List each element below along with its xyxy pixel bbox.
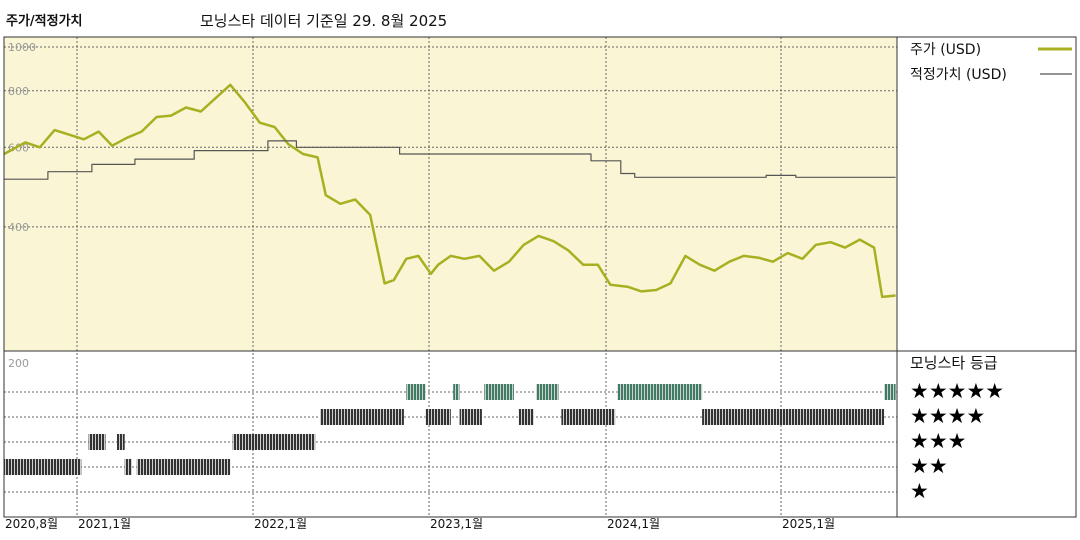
rating-bar-3-star xyxy=(117,434,125,450)
chart-frame xyxy=(3,36,1077,518)
rating-legend: 모닝스타 등급★★★★★★★★★★★★★★★ xyxy=(910,354,1004,503)
rating-bar-5-star xyxy=(484,384,514,400)
rating-bar-2-star xyxy=(4,459,82,475)
rating-bar-2-star xyxy=(124,459,132,475)
rating-bar-4-star xyxy=(702,409,885,425)
rating-bar-5-star xyxy=(884,384,896,400)
rating-bar-4-star xyxy=(425,409,451,425)
rating-bar-5-star xyxy=(617,384,703,400)
chart-title: 주가/적정가치 xyxy=(6,14,83,29)
y-tick-label: 400 xyxy=(8,221,29,234)
rating-bar-4-star xyxy=(320,409,404,425)
rating-level-stars: ★★★★ xyxy=(910,404,985,428)
rating-bar-4-star xyxy=(518,409,534,425)
y-tick-label: 200 xyxy=(8,357,29,370)
legend: 주가 (USD) 적정가치 (USD) xyxy=(910,42,1072,83)
fair-value-line xyxy=(4,140,896,180)
rating-bar-3-star xyxy=(88,434,106,450)
rating-title: 모닝스타 등급 xyxy=(910,354,998,372)
rating-level-stars: ★ xyxy=(910,479,929,503)
rating-panel-background xyxy=(4,351,897,517)
x-tick-label: 2025,1월 xyxy=(782,517,835,531)
x-tick-label: 2024,1월 xyxy=(607,517,660,531)
rating-bar-5-star xyxy=(406,384,426,400)
x-tick-label: 2021,1월 xyxy=(78,517,131,531)
rating-bars xyxy=(4,384,896,475)
rating-bar-3-star xyxy=(232,434,316,450)
rating-bar-5-star xyxy=(453,384,460,400)
rating-level-stars: ★★ xyxy=(910,454,948,478)
x-tick-label: 2022,1월 xyxy=(254,517,307,531)
rating-bar-2-star xyxy=(136,459,231,475)
x-tick-label: 2020,8월 xyxy=(5,517,58,531)
rating-bar-4-star xyxy=(561,409,616,425)
rating-level-stars: ★★★ xyxy=(910,429,966,453)
x-tick-label: 2023,1월 xyxy=(430,517,483,531)
plot-background xyxy=(4,37,897,351)
rating-bar-5-star xyxy=(536,384,559,400)
x-axis-ticks: 2020,8월 2021,1월 2022,1월 2023,1월 2024,1월 2025,… xyxy=(5,517,835,531)
legend-fair-value-label: 적정가치 (USD) xyxy=(910,67,1007,83)
y-tick-label: 800 xyxy=(8,85,29,98)
legend-price-label: 주가 (USD) xyxy=(910,42,981,58)
y-tick-label: 1000 xyxy=(8,41,36,54)
rating-level-stars: ★★★★★ xyxy=(910,379,1004,403)
chart-subtitle: 모닝스타 데이터 기준일 29. 8월 2025 xyxy=(200,12,448,30)
rating-bar-4-star xyxy=(459,409,482,425)
series-lines xyxy=(3,83,896,299)
price-line xyxy=(3,83,896,299)
